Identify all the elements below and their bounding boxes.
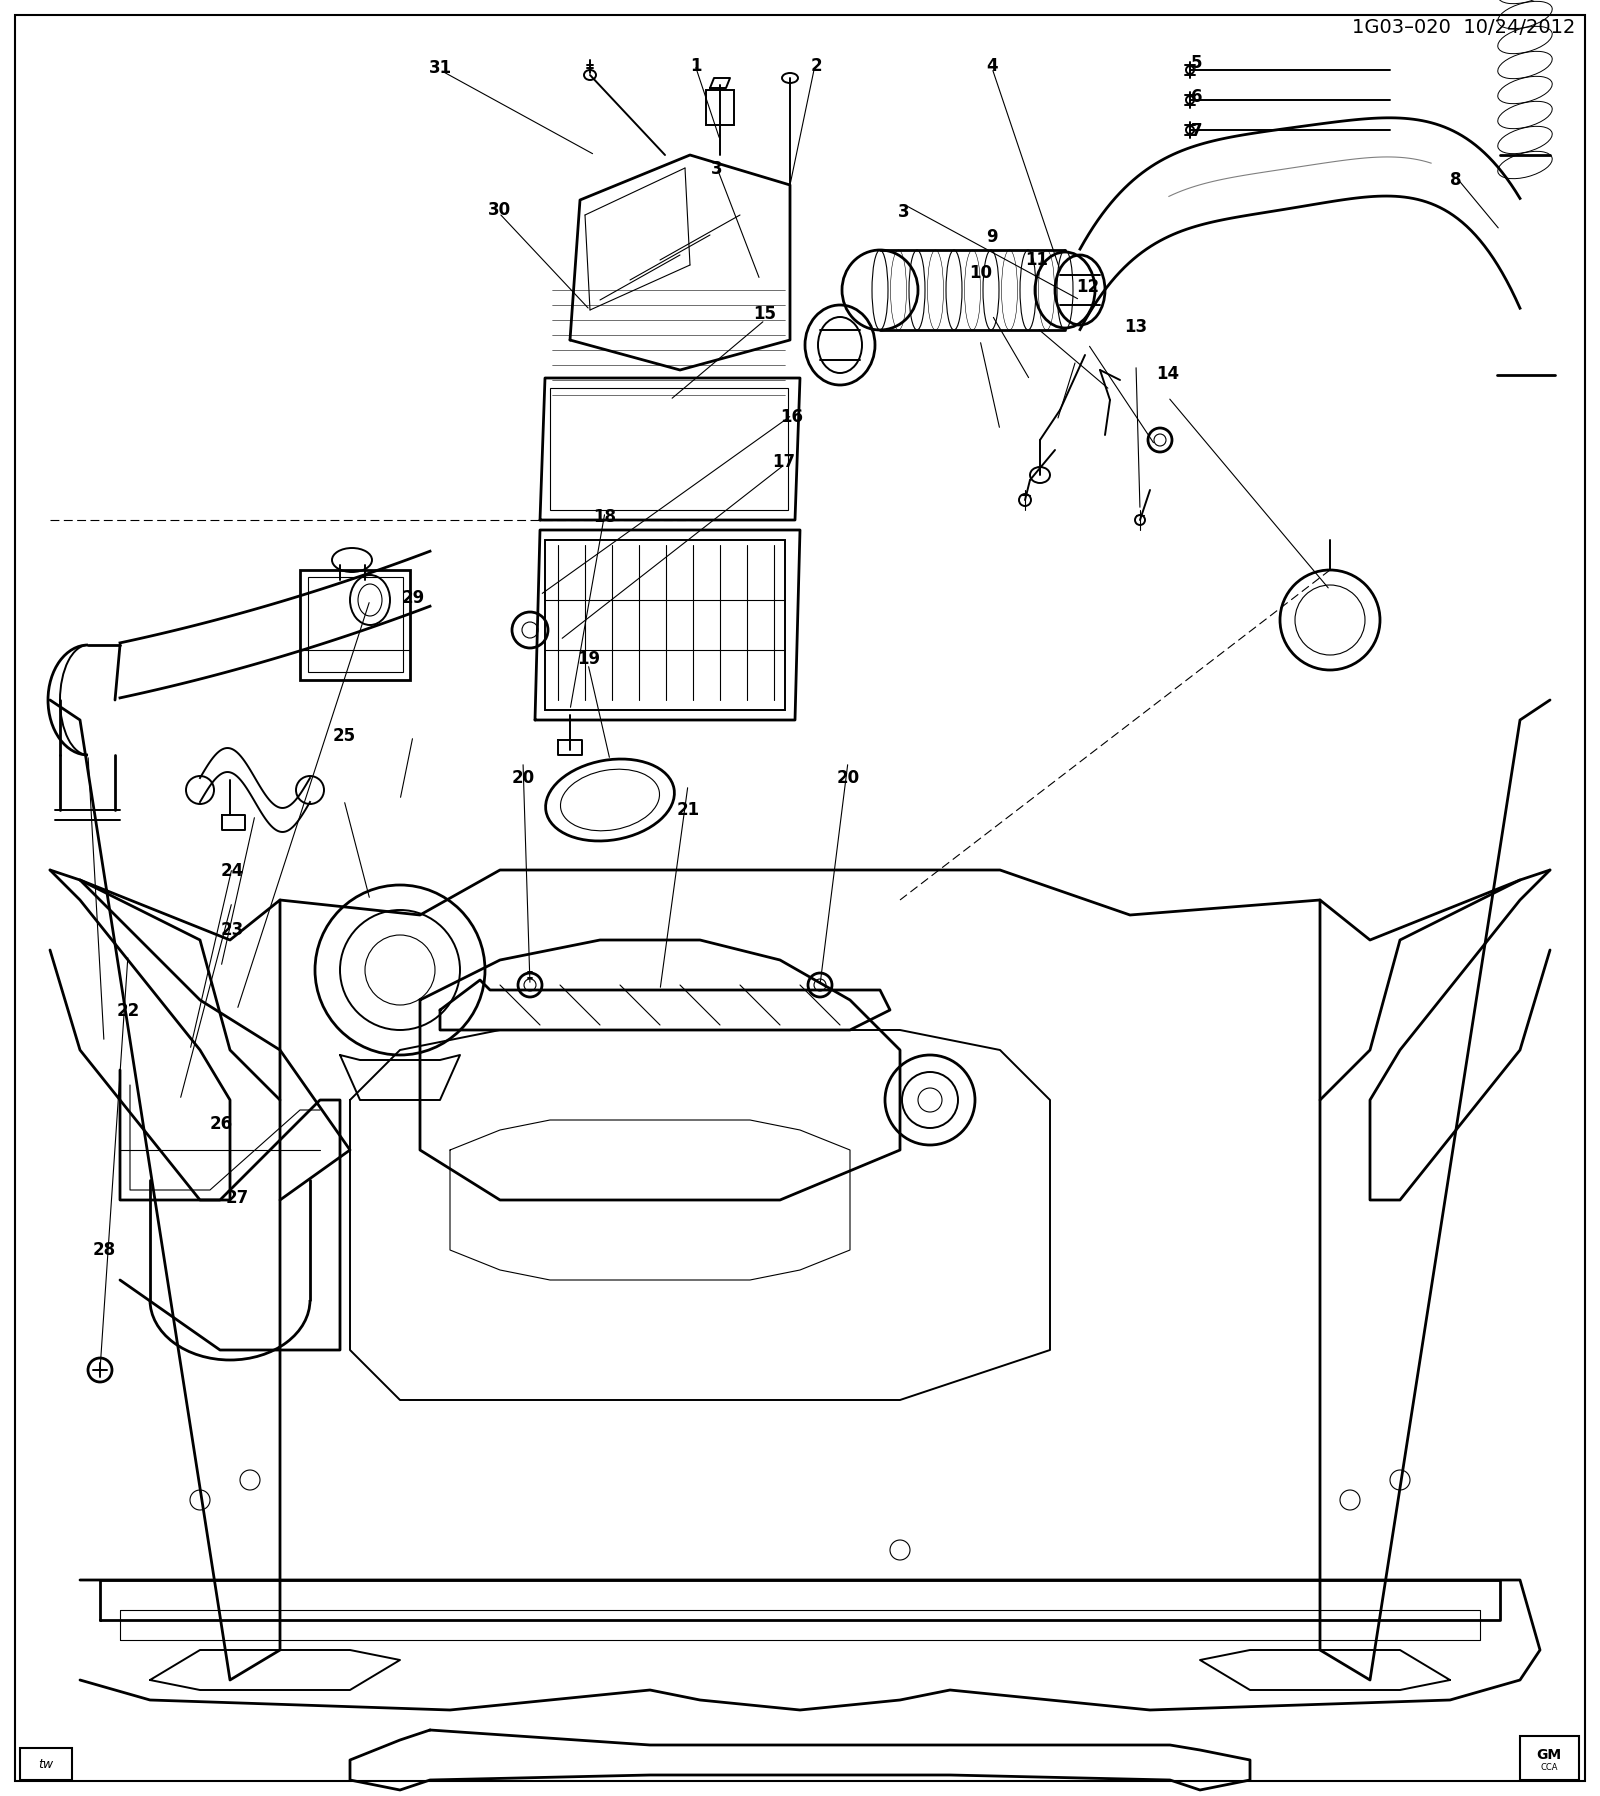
Bar (546, 541, 786, 709)
Text: 12: 12 (1077, 278, 1099, 296)
Text: 6: 6 (1190, 88, 1203, 106)
Text: 2: 2 (810, 56, 822, 75)
Text: 11: 11 (1026, 251, 1048, 269)
Text: 31: 31 (429, 59, 451, 77)
Text: 19: 19 (578, 650, 600, 668)
Bar (550, 388, 787, 510)
Text: CCA: CCA (1541, 1764, 1558, 1773)
Bar (706, 90, 734, 126)
Text: 4: 4 (986, 57, 998, 75)
Text: 3: 3 (710, 160, 723, 178)
Bar (307, 577, 403, 672)
Text: 10: 10 (970, 264, 992, 282)
Text: 3: 3 (898, 203, 910, 221)
Text: 25: 25 (333, 727, 355, 745)
Text: 22: 22 (117, 1002, 139, 1020)
Text: 1G03–020  10/24/2012: 1G03–020 10/24/2012 (1352, 18, 1574, 38)
Text: 24: 24 (221, 862, 243, 880)
Text: 21: 21 (677, 801, 699, 819)
Text: 13: 13 (1125, 318, 1147, 336)
Text: 20: 20 (512, 769, 534, 787)
Text: 5: 5 (1190, 54, 1203, 72)
Text: 30: 30 (488, 201, 510, 219)
Text: 7: 7 (1190, 122, 1203, 140)
Text: 27: 27 (226, 1189, 248, 1207)
Text: tw: tw (38, 1758, 53, 1771)
Text: 17: 17 (773, 453, 795, 471)
Text: 15: 15 (754, 305, 776, 323)
Text: 28: 28 (93, 1241, 115, 1259)
Text: GM: GM (1536, 1748, 1562, 1762)
Text: 20: 20 (837, 769, 859, 787)
Text: 14: 14 (1157, 365, 1179, 383)
Text: 18: 18 (594, 508, 616, 526)
Text: 16: 16 (781, 408, 803, 426)
Text: 26: 26 (210, 1115, 232, 1133)
Text: 8: 8 (1450, 171, 1462, 189)
Text: 29: 29 (402, 589, 424, 607)
Bar (301, 569, 410, 681)
Text: 1: 1 (690, 56, 702, 75)
Text: 23: 23 (221, 921, 243, 939)
Text: 9: 9 (986, 228, 998, 246)
